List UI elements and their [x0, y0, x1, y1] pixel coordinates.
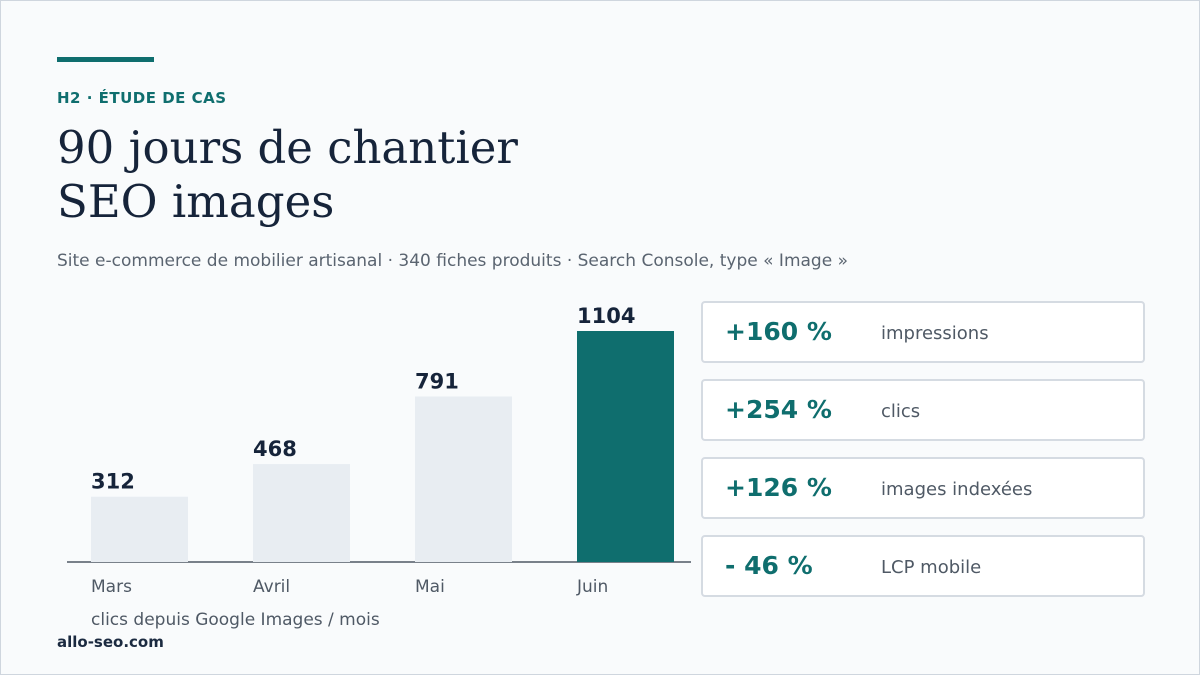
subtitle: Site e-commerce de mobilier artisanal · …	[57, 251, 848, 271]
bar-mars	[91, 496, 188, 562]
stat-value: - 46 %	[725, 551, 813, 580]
stat-card: - 46 % LCP mobile	[701, 535, 1145, 597]
x-tick-label: Mars	[91, 577, 132, 597]
title-line-2: SEO images	[57, 175, 335, 228]
stat-value: +254 %	[725, 395, 832, 424]
page-title: 90 jours de chantier SEO images	[57, 121, 518, 229]
stats-panel: +160 % impressions +254 % clics +126 % i…	[701, 301, 1145, 613]
accent-bar	[57, 57, 154, 62]
bar-juin	[577, 331, 674, 562]
footer-site: allo-seo.com	[57, 633, 164, 651]
x-tick-label: Mai	[415, 577, 445, 597]
bar-avril	[253, 464, 350, 562]
eyebrow: H2 · ÉTUDE DE CAS	[57, 89, 227, 107]
x-tick-label: Juin	[576, 577, 608, 597]
stat-label: impressions	[881, 323, 989, 344]
bar-value-label: 468	[253, 437, 297, 461]
stat-label: LCP mobile	[881, 557, 982, 578]
stat-value: +126 %	[725, 473, 832, 502]
x-axis-label: clics depuis Google Images / mois	[91, 610, 380, 630]
stat-label: images indexées	[881, 479, 1033, 500]
x-tick-label: Avril	[253, 577, 290, 597]
stat-card: +126 % images indexées	[701, 457, 1145, 519]
stat-label: clics	[881, 401, 921, 422]
stat-card: +160 % impressions	[701, 301, 1145, 363]
bar-chart: 312 Mars 468 Avril 791 Mai 1104 Juin	[67, 304, 691, 597]
bar-value-label: 1104	[577, 304, 635, 328]
stat-card: +254 % clics	[701, 379, 1145, 441]
stat-value: +160 %	[725, 317, 832, 346]
bar-mai	[415, 396, 512, 562]
bar-value-label: 312	[91, 470, 135, 494]
title-line-1: 90 jours de chantier	[57, 121, 518, 174]
bar-value-label: 791	[415, 369, 459, 393]
